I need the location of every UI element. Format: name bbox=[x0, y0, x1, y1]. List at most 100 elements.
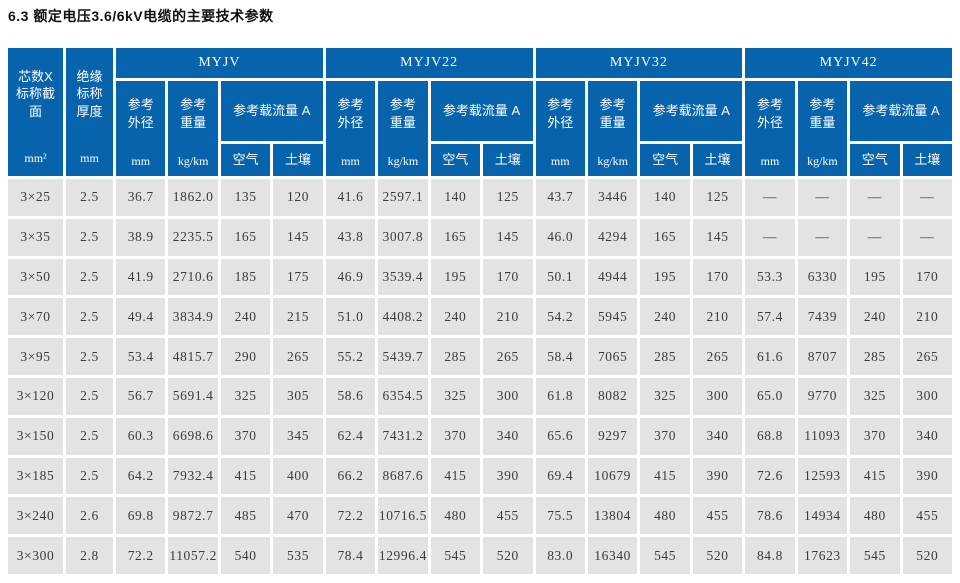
table-cell: 325 bbox=[220, 377, 271, 415]
table-cell: 11093 bbox=[797, 417, 848, 455]
cell-insulation-thickness: 2.5 bbox=[66, 258, 113, 296]
col-header-outer-diameter: 参考 外径 mm bbox=[116, 81, 166, 176]
table-cell: 265 bbox=[902, 338, 952, 375]
col-header-weight: 参考 重量 kg/km bbox=[587, 81, 638, 176]
table-cell: 46.0 bbox=[535, 218, 585, 256]
table-cell: 78.6 bbox=[745, 497, 795, 535]
cell-core-size: 3×50 bbox=[8, 258, 63, 296]
table-cell: 480 bbox=[640, 497, 690, 535]
table-cell: 7932.4 bbox=[168, 457, 218, 495]
table-cell: 170 bbox=[692, 258, 743, 296]
header-unit: kg/km bbox=[387, 153, 419, 168]
table-cell: — bbox=[797, 179, 848, 216]
table-cell: 8707 bbox=[797, 338, 848, 375]
table-cell: 61.8 bbox=[535, 377, 585, 415]
header-group-myjv22: MYJV22 bbox=[325, 48, 533, 78]
col-header-ampacity: 参考载流量 A bbox=[430, 81, 533, 141]
col-header-ampacity: 参考载流量 A bbox=[220, 81, 323, 141]
table-cell: 3007.8 bbox=[378, 218, 428, 256]
cell-core-size: 3×150 bbox=[8, 417, 63, 455]
table-cell: 13804 bbox=[587, 497, 638, 535]
table-cell: 195 bbox=[640, 258, 690, 296]
header-label: 参考 外径 bbox=[756, 96, 783, 130]
table-cell: 340 bbox=[692, 417, 743, 455]
table-cell: 195 bbox=[850, 258, 900, 296]
table-cell: 53.3 bbox=[745, 258, 795, 296]
col-header-core-size: 芯数X 标称截 面 mm² bbox=[8, 48, 63, 176]
table-cell: 3539.4 bbox=[378, 258, 428, 296]
cell-insulation-thickness: 2.5 bbox=[66, 457, 113, 495]
header-unit: kg/km bbox=[177, 153, 209, 168]
table-cell: — bbox=[745, 179, 795, 216]
table-cell: 43.7 bbox=[535, 179, 585, 216]
table-cell: 390 bbox=[692, 457, 743, 495]
table-cell: 69.4 bbox=[535, 457, 585, 495]
table-cell: 5439.7 bbox=[378, 338, 428, 375]
table-cell: 4944 bbox=[587, 258, 638, 296]
table-cell: 265 bbox=[692, 338, 743, 375]
table-cell: 340 bbox=[902, 417, 952, 455]
table-cell: 470 bbox=[273, 497, 323, 535]
table-cell: 480 bbox=[850, 497, 900, 535]
table-cell: 49.4 bbox=[116, 298, 166, 336]
table-cell: 140 bbox=[430, 179, 481, 216]
table-cell: 370 bbox=[640, 417, 690, 455]
table-cell: 290 bbox=[220, 338, 271, 375]
table-cell: 415 bbox=[640, 457, 690, 495]
col-header-ampacity-air: 空气 bbox=[430, 144, 481, 176]
table-cell: — bbox=[850, 179, 900, 216]
table-cell: 145 bbox=[692, 218, 743, 256]
table-cell: 210 bbox=[483, 298, 533, 336]
table-cell: 58.4 bbox=[535, 338, 585, 375]
table-cell: 10679 bbox=[587, 457, 638, 495]
table-cell: 265 bbox=[273, 338, 323, 375]
table-cell: 57.4 bbox=[745, 298, 795, 336]
table-cell: 64.2 bbox=[116, 457, 166, 495]
table-cell: 540 bbox=[220, 537, 271, 574]
table-cell: 300 bbox=[692, 377, 743, 415]
table-cell: 170 bbox=[483, 258, 533, 296]
table-cell: 5691.4 bbox=[168, 377, 218, 415]
page-title: 6.3 额定电压3.6/6kV电缆的主要技术参数 bbox=[8, 8, 274, 24]
cell-insulation-thickness: 2.5 bbox=[66, 298, 113, 336]
table-cell: — bbox=[850, 218, 900, 256]
header-label: 参考 外径 bbox=[337, 96, 364, 130]
table-cell: 305 bbox=[273, 377, 323, 415]
col-header-outer-diameter: 参考 外径 mm bbox=[325, 81, 376, 176]
table-cell: 65.6 bbox=[535, 417, 585, 455]
table-cell: 520 bbox=[902, 537, 952, 574]
table-cell: 41.9 bbox=[116, 258, 166, 296]
table-cell: 83.0 bbox=[535, 537, 585, 574]
header-label: 参考 重量 bbox=[599, 96, 626, 130]
header-unit: mm bbox=[131, 153, 151, 168]
table-cell: 345 bbox=[273, 417, 323, 455]
table-cell: 9770 bbox=[797, 377, 848, 415]
table-cell: 50.1 bbox=[535, 258, 585, 296]
col-header-ampacity-air: 空气 bbox=[640, 144, 690, 176]
table-cell: 65.0 bbox=[745, 377, 795, 415]
table-cell: 165 bbox=[220, 218, 271, 256]
header-unit: mm bbox=[80, 150, 99, 165]
table-cell: 415 bbox=[430, 457, 481, 495]
table-cell: 2235.5 bbox=[168, 218, 218, 256]
header-label: 参考 外径 bbox=[547, 96, 574, 130]
header-label: 参考 外径 bbox=[127, 96, 154, 130]
table-cell: 545 bbox=[850, 537, 900, 574]
col-header-outer-diameter: 参考 外径 mm bbox=[535, 81, 585, 176]
table-cell: 54.2 bbox=[535, 298, 585, 336]
cell-core-size: 3×25 bbox=[8, 179, 63, 216]
table-cell: 6330 bbox=[797, 258, 848, 296]
col-header-ampacity-soil: 土壤 bbox=[273, 144, 323, 176]
cell-core-size: 3×70 bbox=[8, 298, 63, 336]
table-cell: 11057.2 bbox=[168, 537, 218, 574]
header-label: 参考 重量 bbox=[180, 96, 207, 130]
spec-table: 芯数X 标称截 面 mm² 绝缘 标称 厚度 mm MYJV 参考 外径 mm 参考 重量 kg… bbox=[8, 48, 952, 574]
col-header-weight: 参考 重量 kg/km bbox=[378, 81, 428, 176]
table-cell: 145 bbox=[273, 218, 323, 256]
table-cell: — bbox=[797, 218, 848, 256]
table-cell: 520 bbox=[692, 537, 743, 574]
cell-insulation-thickness: 2.5 bbox=[66, 338, 113, 375]
table-cell: — bbox=[902, 179, 952, 216]
table-cell: 340 bbox=[483, 417, 533, 455]
